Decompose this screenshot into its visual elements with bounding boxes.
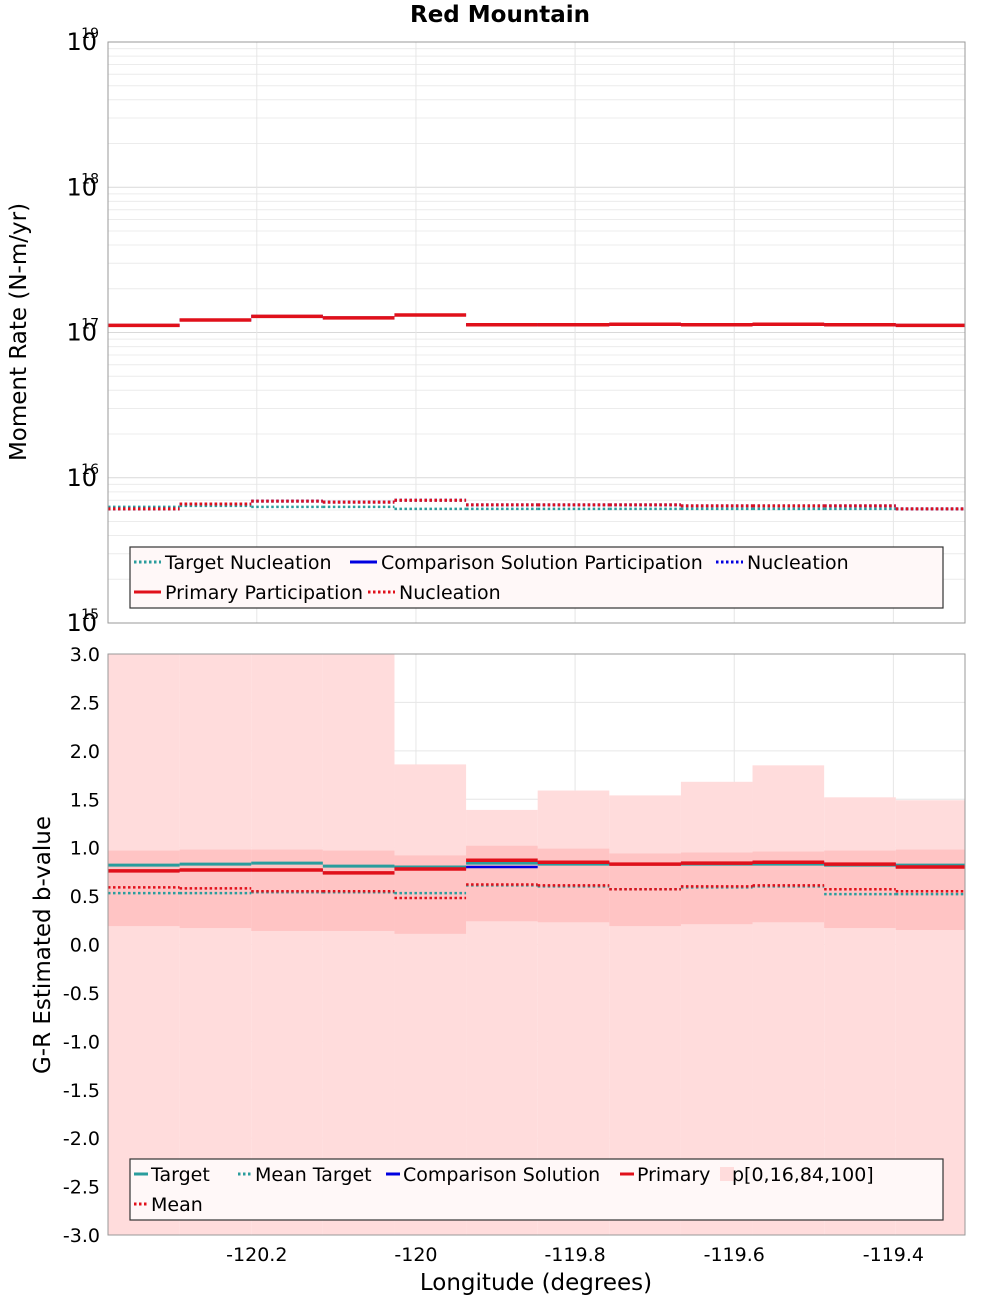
- bottom-y-tick-label: -2.5: [63, 1177, 100, 1199]
- bottom-legend-label: Mean: [151, 1194, 203, 1216]
- x-tick-label: -119.8: [544, 1244, 605, 1266]
- x-tick-label: -120: [394, 1244, 437, 1266]
- top-y-tick-base: 10: [66, 609, 97, 637]
- bottom-y-tick-label: 1.0: [70, 838, 100, 860]
- percentile-band-outer: [752, 765, 825, 1235]
- b-value-panel: 3.0 2.5 2.0 1.5 1.0 0.5 0.0 -0.5 -1.0 -1.5 -2.0 -2.…: [63, 644, 966, 1266]
- percentile-band-outer: [322, 654, 395, 1235]
- bottom-y-tick-label: 0.0: [70, 935, 100, 957]
- bottom-plot-frame: [107, 653, 966, 1236]
- x-tick-label: -120.2: [226, 1244, 287, 1266]
- top-legend-box: [129, 546, 944, 609]
- bottom-y-tick-label: -0.5: [63, 983, 100, 1005]
- bottom-y-axis-label: G-R Estimated b-value: [30, 816, 56, 1074]
- percentile-band-outer: [251, 654, 323, 1235]
- top-legend-label: Target Nucleation: [164, 552, 332, 574]
- top-legend-label: Nucleation: [399, 582, 501, 604]
- top-y-tick-base: 10: [66, 464, 97, 492]
- top-legend-label: Nucleation: [747, 552, 849, 574]
- top-y-tick-exponent: 17: [81, 317, 99, 333]
- bottom-legend-label: Primary: [637, 1164, 710, 1186]
- bottom-y-tick-label: 3.0: [70, 644, 100, 666]
- top-y-tick-exponent: 19: [81, 26, 99, 42]
- bottom-y-tick-label: 0.5: [70, 886, 100, 908]
- top-legend-label: Comparison Solution Participation: [381, 552, 703, 574]
- bottom-legend-label: Target: [150, 1164, 210, 1186]
- bottom-legend-swatch: [720, 1167, 734, 1181]
- top-y-tick-exponent: 18: [81, 171, 99, 187]
- x-tick-label: -119.4: [863, 1244, 924, 1266]
- x-tick-label: -119.6: [704, 1244, 765, 1266]
- top-y-tick-base: 10: [66, 28, 97, 56]
- percentile-band-outer: [179, 654, 252, 1235]
- top-y-tick-base: 10: [66, 319, 97, 347]
- percentile-band-outer: [394, 764, 467, 1235]
- bottom-y-tick-label: -2.0: [63, 1128, 100, 1150]
- x-axis-label: Longitude (degrees): [420, 1270, 652, 1296]
- top-plot-frame: [107, 41, 966, 624]
- chart-title: Red Mountain: [410, 2, 590, 28]
- top-y-axis-label: Moment Rate (N-m/yr): [6, 203, 32, 461]
- percentile-band-inner: [895, 849, 965, 930]
- top-y-tick-base: 10: [66, 173, 97, 201]
- percentile-band-outer: [108, 654, 180, 1235]
- top-y-tick-exponent: 15: [81, 607, 99, 623]
- bottom-y-tick-label: 2.5: [70, 692, 100, 714]
- bottom-y-tick-label: 1.5: [70, 789, 100, 811]
- bottom-y-tick-label: -3.0: [63, 1225, 100, 1247]
- top-legend-label: Primary Participation: [165, 582, 363, 604]
- bottom-legend-box: [129, 1158, 944, 1221]
- top-y-tick-exponent: 16: [81, 462, 99, 478]
- bottom-legend-label: p[0,16,84,100]: [732, 1164, 874, 1186]
- bottom-legend-label: Comparison Solution: [403, 1164, 600, 1186]
- bottom-legend-label: Mean Target: [255, 1164, 372, 1186]
- bottom-y-tick-label: 2.0: [70, 741, 100, 763]
- bottom-y-tick-label: -1.0: [63, 1031, 100, 1053]
- bottom-y-tick-label: -1.5: [63, 1080, 100, 1102]
